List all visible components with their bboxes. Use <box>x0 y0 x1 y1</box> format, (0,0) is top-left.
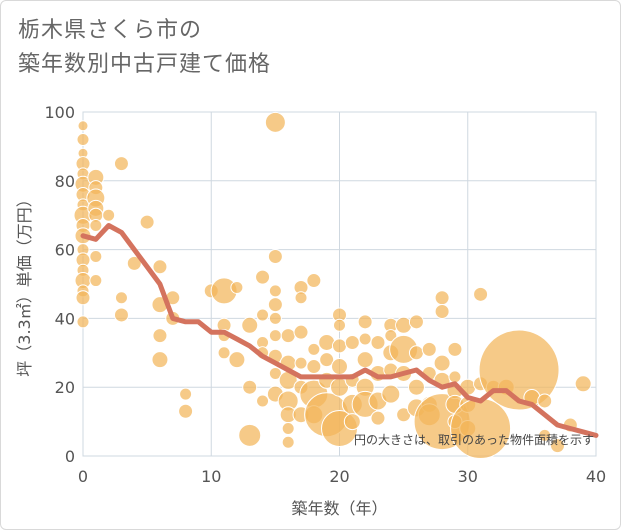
trend-line <box>80 223 599 438</box>
bubble-point <box>331 358 348 376</box>
bubble-point <box>407 378 425 396</box>
bubble-point <box>255 269 271 285</box>
bubble-point <box>281 421 295 435</box>
bubble-point <box>151 351 169 369</box>
bubble-point <box>102 208 116 222</box>
bubble-point <box>264 111 286 133</box>
bubble-point <box>574 375 592 393</box>
bubble-point <box>550 438 566 454</box>
bubble-point <box>384 329 398 343</box>
chart-title-line2: 築年数別中古戸建て価格 <box>18 52 272 77</box>
chart-title: 栃木県さくら市の 築年数別中古戸建て価格 <box>18 14 271 82</box>
bubble-point <box>75 290 91 306</box>
bubble-point <box>89 274 103 288</box>
bubble-point <box>280 328 296 344</box>
bubble-point <box>318 333 336 351</box>
y-tick-label: 80 <box>55 172 75 191</box>
bubble-point <box>293 324 309 340</box>
bubble-point <box>139 214 155 230</box>
bubble-point <box>306 359 322 375</box>
bubble-point <box>77 120 89 132</box>
bubble-point <box>268 311 282 325</box>
bubble-point <box>408 345 424 361</box>
bubble-point <box>343 413 361 431</box>
bubble-point <box>319 352 335 368</box>
y-tick-label: 60 <box>55 241 75 260</box>
bubble-point <box>268 366 282 380</box>
bubble-point <box>434 290 450 306</box>
bubble-point <box>356 351 374 369</box>
bubble-point <box>370 410 386 426</box>
bubble-point <box>370 334 386 350</box>
bubble-point <box>447 341 463 357</box>
y-axis-label: 坪（3.3㎡）単価（万円） <box>15 191 34 376</box>
bubble-point <box>344 334 360 350</box>
bubble-point <box>434 304 450 320</box>
bubble-point <box>268 284 282 298</box>
bubble-point <box>267 297 283 313</box>
bubble-point <box>358 332 372 346</box>
size-note: 円の大きさは、取引のあった物件面積を示す <box>354 432 594 447</box>
bubble-point <box>126 255 142 271</box>
y-tick-label: 100 <box>44 103 75 122</box>
bubble-point <box>152 259 168 275</box>
bubble-point <box>179 387 193 401</box>
bubble-point <box>281 435 295 449</box>
bubble-point <box>228 351 246 369</box>
x-tick-label: 40 <box>586 467 606 486</box>
bubble-point <box>408 314 424 330</box>
bubble-point <box>307 342 321 356</box>
bubble-point <box>114 291 128 305</box>
bubble-point <box>381 384 401 404</box>
bubble-point <box>113 156 129 172</box>
tick-labels: 0 10 20 30 40 0 20 40 60 80 100 <box>44 103 606 486</box>
bubble-point <box>89 219 103 233</box>
bubble-point <box>152 328 168 344</box>
bubble-layer <box>73 111 592 459</box>
bubble-point <box>450 397 512 459</box>
bubble-point <box>473 286 489 302</box>
bubble-point <box>332 338 347 354</box>
bubble-point <box>76 133 90 147</box>
bubble-point <box>538 428 552 442</box>
bubble-point <box>537 393 553 409</box>
y-tick-label: 0 <box>65 447 75 466</box>
bubble-point <box>294 291 308 305</box>
y-tick-label: 20 <box>55 378 75 397</box>
x-tick-label: 10 <box>201 467 221 486</box>
bubble-point <box>178 403 194 419</box>
y-tick-label: 40 <box>55 309 75 328</box>
bubble-point <box>76 315 90 329</box>
x-axis-label: 築年数（年） <box>291 499 387 518</box>
bubble-point <box>230 280 244 294</box>
chart-title-line1: 栃木県さくら市の <box>18 18 203 43</box>
x-tick-label: 30 <box>458 467 478 486</box>
bubble-point <box>89 249 103 263</box>
bubble-point <box>113 307 129 323</box>
bubble-point <box>433 354 451 372</box>
bubble-point <box>256 308 270 322</box>
bubble-point <box>238 423 262 447</box>
x-tick-label: 20 <box>329 467 349 486</box>
bubble-point <box>268 329 282 343</box>
bubble-point <box>256 394 270 408</box>
bubble-point <box>241 316 259 334</box>
bubble-point <box>448 370 462 384</box>
bubble-point <box>267 248 283 264</box>
bubble-point <box>294 356 308 370</box>
bubble-point <box>395 316 413 334</box>
x-tick-label: 0 <box>78 467 88 486</box>
bubble-point <box>357 314 373 330</box>
bubble-point <box>333 318 346 332</box>
bubble-point <box>217 346 231 360</box>
bubble-point <box>421 341 437 357</box>
bubble-point <box>242 379 258 395</box>
bubble-point <box>306 273 322 289</box>
